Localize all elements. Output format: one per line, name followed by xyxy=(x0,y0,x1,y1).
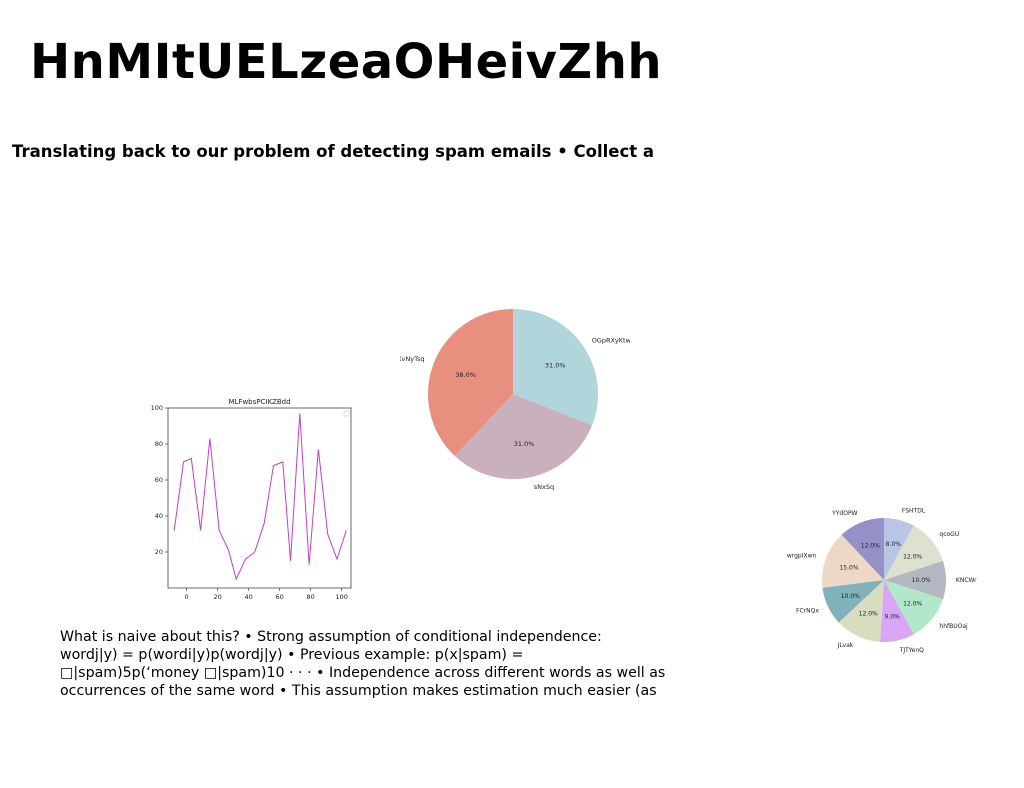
x-tick-label: 60 xyxy=(276,593,284,601)
pie-slice xyxy=(822,580,884,623)
pie-slice xyxy=(513,309,598,426)
slice-category-label: hhfBUOaj xyxy=(939,623,968,630)
pie-slice xyxy=(822,534,884,588)
slice-value-label: 15.0% xyxy=(839,564,858,571)
slice-category-label: wrgpIXwn xyxy=(787,553,817,560)
slice-value-label: 12.0% xyxy=(903,553,922,560)
slice-value-label: 12.0% xyxy=(861,542,880,549)
slice-category-label: KNCWr xyxy=(956,577,977,584)
pie-slice xyxy=(841,518,884,580)
slice-category-label: FSHTDL xyxy=(902,507,926,514)
x-tick-label: 100 xyxy=(335,593,347,601)
pie-chart-1: 31.0% OGpRXyKtw 31.0% sNxSq 38.0% XvNyTsq xyxy=(400,309,630,491)
slice-value-label: 12.0% xyxy=(903,601,922,608)
legend-box xyxy=(343,410,350,417)
slice-value-label: 31.0% xyxy=(514,440,535,448)
slice-category-label: JLvak xyxy=(837,642,854,649)
body-line: □|spam)5p(‘money □|spam)10 · · · • Indep… xyxy=(60,665,666,681)
page-subtitle: Translating back to our problem of detec… xyxy=(12,142,655,161)
page-title: HnMItUELzeaOHeivZhh xyxy=(30,34,663,90)
body-text: What is naive about this? • Strong assum… xyxy=(60,628,666,700)
slice-category-label: FCrNQx xyxy=(796,608,819,615)
y-tick-label: 20 xyxy=(155,548,163,556)
y-tick-label: 40 xyxy=(155,512,163,520)
plot-frame xyxy=(167,407,352,589)
series-line xyxy=(173,413,347,581)
pie-slice xyxy=(884,580,943,635)
line-chart: MLFwbsPCIKZBdd 0 20 40 60 80 100 20 40 60 80 100 xyxy=(151,398,352,601)
pie-slice xyxy=(880,580,914,643)
body-line: occurrences of the same word • This assu… xyxy=(60,683,657,699)
pie-slice xyxy=(884,525,943,580)
slice-category-label: qcoGU xyxy=(939,531,959,538)
pie-chart-2: 8.0% FSHTDL 12.0% qcoGU 10.0% KNCWr 12.0% hhfBU… xyxy=(787,507,977,654)
pie-slice xyxy=(427,309,513,456)
slice-value-label: 38.0% xyxy=(455,371,476,379)
y-tick-label: 80 xyxy=(155,440,163,448)
slice-category-label: XvNyTsq xyxy=(400,355,425,363)
y-tick-label: 60 xyxy=(155,476,163,484)
pie-slice xyxy=(884,518,914,580)
chart-title: MLFwbsPCIKZBdd xyxy=(228,398,290,406)
y-tick-label: 100 xyxy=(151,404,163,412)
x-tick-label: 40 xyxy=(245,593,253,601)
body-line: wordj|y) = p(wordi|y)p(wordj|y) • Previo… xyxy=(60,647,524,663)
slice-value-label: 8.0% xyxy=(886,541,902,548)
slice-value-label: 12.0% xyxy=(859,611,878,618)
slice-category-label: TJTYenQ xyxy=(899,647,924,654)
slice-value-label: 31.0% xyxy=(545,361,566,369)
slice-value-label: 10.0% xyxy=(912,577,931,584)
slice-value-label: 10.0% xyxy=(841,593,860,600)
x-tick-label: 80 xyxy=(307,593,315,601)
slice-category-label: YYdOPW xyxy=(831,510,857,517)
slice-category-label: OGpRXyKtw xyxy=(592,337,630,345)
pie-slice xyxy=(884,560,947,600)
pie-slice xyxy=(454,394,593,479)
slice-value-label: 9.0% xyxy=(884,613,900,620)
x-tick-label: 0 xyxy=(185,593,189,601)
x-tick-label: 20 xyxy=(213,593,221,601)
pie-slice xyxy=(838,580,884,642)
body-line: What is naive about this? • Strong assum… xyxy=(60,629,602,645)
slice-category-label: sNxSq xyxy=(534,483,554,491)
